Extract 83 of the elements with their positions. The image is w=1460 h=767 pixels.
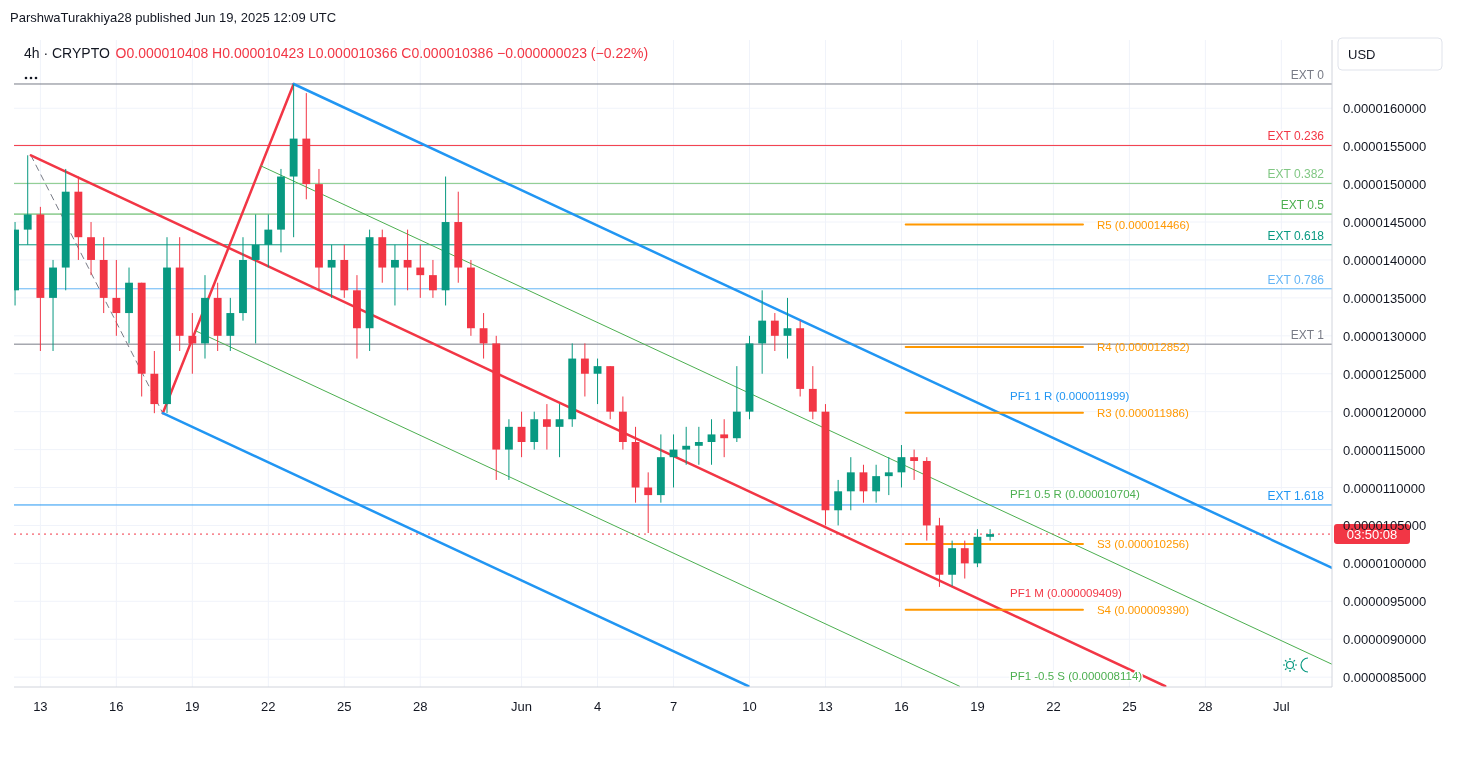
x-tick-label: 7 [669, 699, 678, 714]
candlestick [429, 259, 437, 299]
ref-line-label: EXT 0.618 [1267, 228, 1325, 243]
candlestick [479, 312, 488, 360]
candlestick [770, 312, 779, 352]
y-tick-label: 0.0000085000 [1343, 670, 1427, 686]
x-tick-label: 19 [970, 699, 985, 714]
x-tick-label: 16 [894, 699, 909, 714]
x-tick-label: Jun [511, 699, 533, 714]
candlestick [694, 426, 703, 466]
candlestick [416, 244, 425, 299]
y-tick-label: 0.0000095000 [1343, 594, 1427, 610]
y-tick-label: 0.0000130000 [1343, 328, 1427, 344]
candlestick [808, 365, 817, 420]
candlestick [707, 418, 716, 466]
candlestick [542, 403, 551, 451]
y-tick-label: 0.0000110000 [1343, 480, 1426, 496]
ref-line-label: EXT 1 [1290, 328, 1325, 343]
candlestick [910, 449, 919, 481]
x-tick-label: 19 [185, 699, 200, 714]
y-tick-label: 0.0000135000 [1343, 290, 1427, 306]
text: USD [1348, 47, 1376, 62]
candlestick [986, 528, 995, 542]
annotation: PF1 M (0.000009409) [1010, 587, 1123, 599]
candlestick [530, 411, 539, 451]
ref-line-label: EXT 0.5 [1280, 198, 1325, 213]
candlestick [758, 289, 767, 375]
y-tick-label: 0.0000090000 [1343, 632, 1427, 648]
series-label: R4 (0.000012852) [1096, 341, 1190, 354]
x-tick-label: 16 [109, 699, 124, 714]
candlestick [188, 312, 197, 375]
ref-line-label: EXT 1.618 [1267, 488, 1325, 503]
y-tick-label: 0.0000140000 [1343, 252, 1427, 268]
x-tick-label: Jul [1273, 699, 1290, 714]
candlestick [846, 456, 855, 511]
y-tick-label: 0.0000115000 [1343, 442, 1426, 458]
x-tick-label: 25 [337, 699, 352, 714]
candlestick [580, 342, 589, 397]
ref-line-label: EXT 0.786 [1267, 272, 1325, 287]
x-tick-label: 22 [261, 699, 276, 714]
x-tick-label: 28 [413, 699, 428, 714]
text: ParshwaTurakhiya28 published Jun 19, 2025 12:09 UTC [10, 10, 337, 25]
candlestick [720, 418, 729, 458]
x-tick-label: 25 [1122, 699, 1137, 714]
x-tick-label: 13 [33, 699, 48, 714]
candlestick [555, 403, 564, 458]
x-tick-label: 22 [1046, 699, 1061, 714]
annotation: PF1 -0.5 S (0.000008114) [1010, 670, 1143, 682]
x-tick-label: 28 [1198, 699, 1213, 714]
ref-line-label: EXT 0.236 [1267, 129, 1325, 144]
series-label: R5 (0.000014466) [1096, 218, 1190, 231]
candlestick [884, 456, 893, 496]
chart-title: 4h · CRYPTO [24, 45, 110, 61]
chart-subtitle: O0.000010408 H0.000010423 L0.000010366 C0.000010386 −0.000000023 (−0.22%) [115, 45, 649, 61]
y-tick-label: 0.0000100000 [1343, 556, 1427, 572]
x-tick-label: 4 [593, 699, 602, 714]
candlestick [403, 229, 412, 291]
candlestick [593, 358, 602, 405]
series-label: S4 (0.000009390) [1096, 603, 1190, 616]
y-tick-label: 0.0000120000 [1343, 404, 1427, 420]
ref-line-label: EXT 0.382 [1267, 167, 1325, 182]
candlestick [644, 471, 653, 534]
candlestick [226, 297, 235, 352]
candlestick [504, 418, 513, 481]
candlestick [87, 221, 95, 276]
y-tick-label: 0.0000155000 [1343, 139, 1427, 155]
annotation: PF1 0.5 R (0.000010704) [1010, 488, 1140, 500]
y-tick-label: 0.0000125000 [1343, 366, 1427, 382]
candlestick [872, 464, 881, 504]
x-tick-label: 13 [818, 699, 833, 714]
y-tick-label: 0.0000150000 [1343, 177, 1427, 193]
y-tick-label: 0.0000145000 [1343, 215, 1427, 231]
y-tick-label: 0.0000160000 [1343, 101, 1427, 117]
series-label: S3 (0.000010256) [1096, 537, 1190, 550]
candlestick [834, 479, 843, 526]
candlestick [960, 540, 969, 580]
candlestick [112, 259, 121, 337]
series-label: R3 (0.000011986) [1096, 406, 1189, 419]
annotation: PF1 1 R (0.000011999) [1010, 390, 1130, 402]
ref-line-label: EXT 0 [1290, 67, 1325, 82]
candlestick [783, 297, 792, 360]
candlestick [682, 426, 691, 466]
x-tick-label: 10 [742, 699, 757, 714]
